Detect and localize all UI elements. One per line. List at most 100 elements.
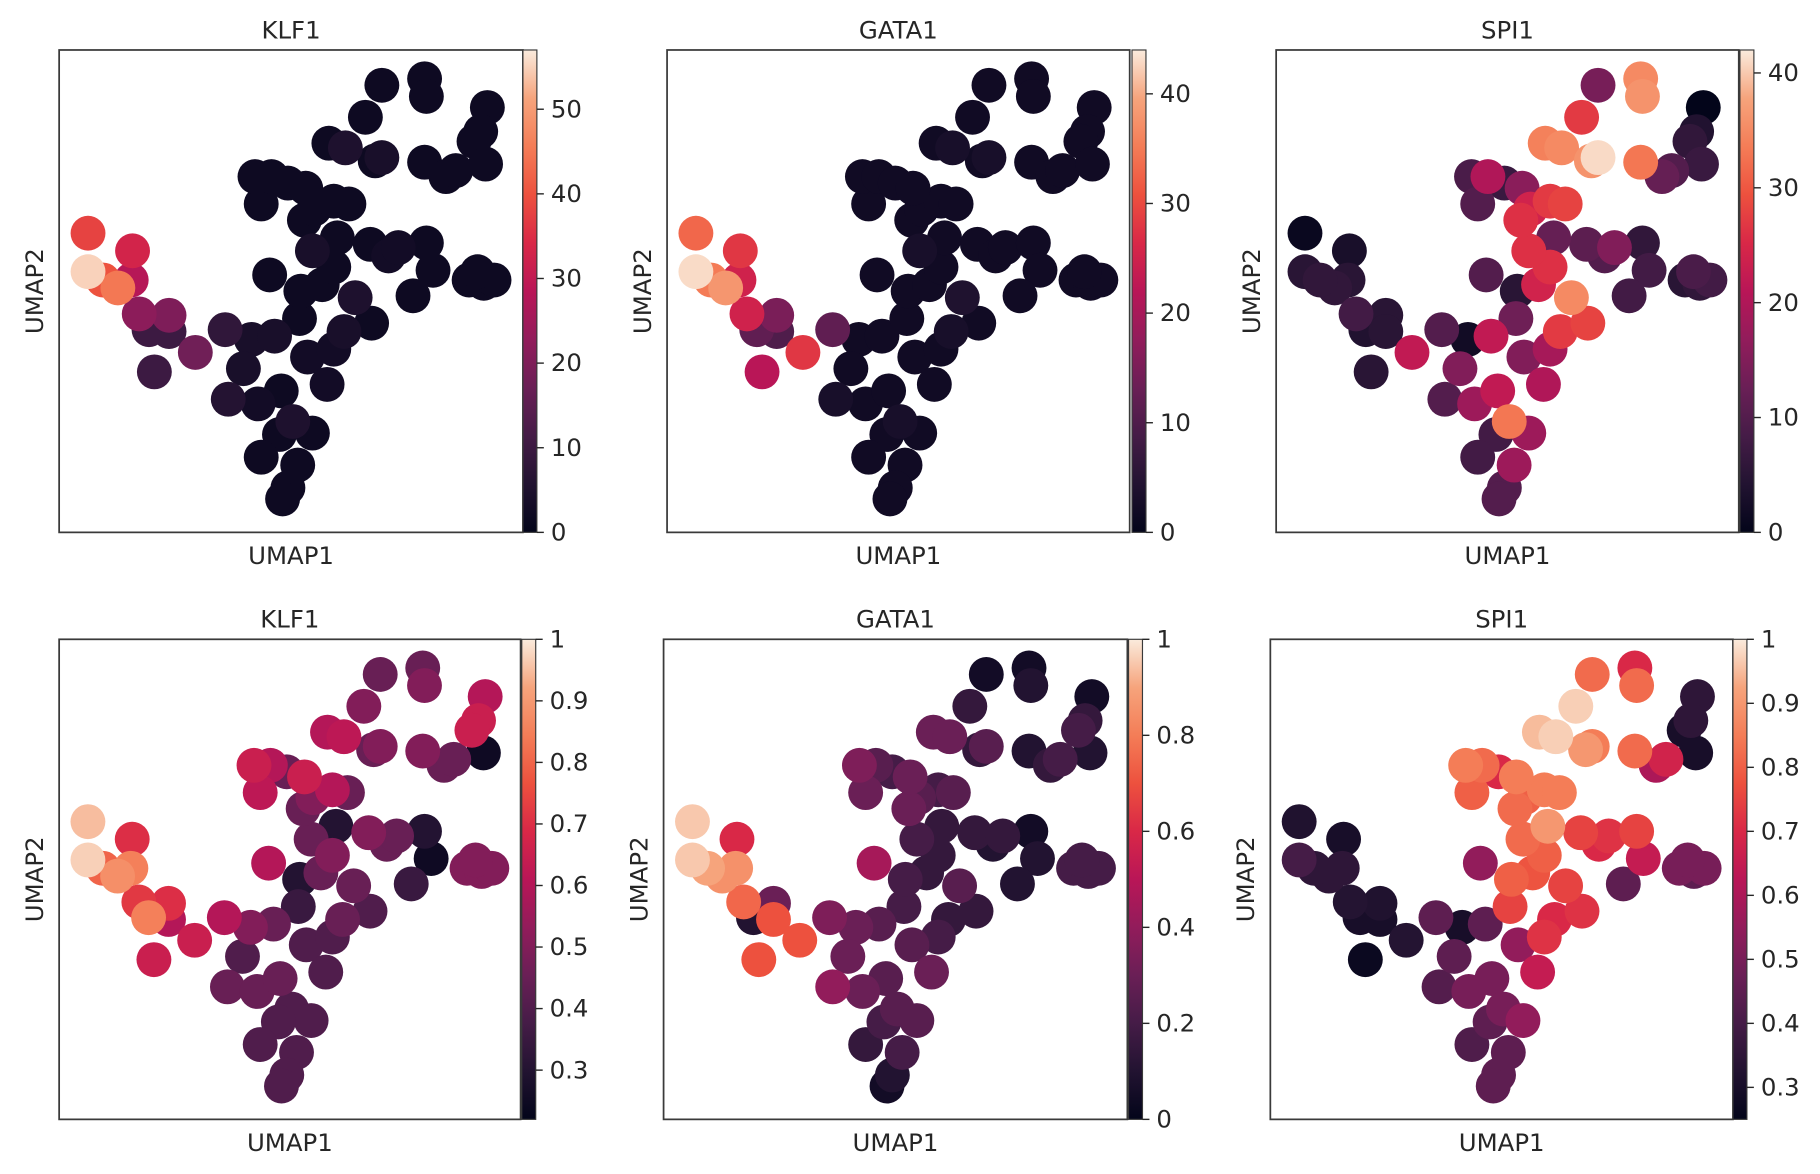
data-point bbox=[1066, 254, 1102, 290]
colorbar-tick-label: 40 bbox=[1160, 79, 1191, 108]
data-point bbox=[1427, 381, 1463, 417]
data-point bbox=[1497, 791, 1533, 827]
data-point bbox=[985, 818, 1021, 854]
data-point bbox=[337, 280, 373, 316]
data-point bbox=[1421, 969, 1457, 1005]
data-point bbox=[1520, 954, 1556, 990]
data-point bbox=[362, 729, 398, 764]
colorbar-tick-label: 10 bbox=[1768, 403, 1799, 432]
data-point bbox=[287, 759, 322, 795]
x-axis-label: UMAP1 bbox=[855, 541, 941, 570]
data-point bbox=[280, 889, 316, 924]
data-point bbox=[1000, 866, 1035, 902]
data-point bbox=[1331, 233, 1367, 269]
data-point bbox=[438, 153, 474, 189]
data-point bbox=[1326, 821, 1362, 857]
data-point bbox=[252, 257, 288, 293]
data-point bbox=[1564, 893, 1600, 929]
data-point bbox=[722, 233, 758, 269]
panel-title: KLF1 bbox=[261, 15, 320, 44]
data-point bbox=[1015, 225, 1051, 261]
colorbar-tick-label: 0.4 bbox=[550, 994, 589, 1023]
data-point bbox=[364, 140, 400, 176]
data-point bbox=[891, 791, 927, 827]
data-point bbox=[351, 815, 387, 851]
data-point bbox=[1541, 775, 1577, 811]
data-point bbox=[364, 67, 400, 103]
data-point bbox=[892, 759, 928, 795]
data-point bbox=[1500, 927, 1536, 963]
data-point bbox=[1481, 481, 1517, 517]
data-point bbox=[407, 668, 442, 703]
data-point bbox=[1547, 186, 1583, 222]
data-point bbox=[1553, 280, 1589, 316]
x-axis-label: UMAP1 bbox=[248, 541, 334, 570]
data-point bbox=[457, 842, 493, 878]
data-point bbox=[131, 900, 167, 936]
data-point bbox=[1611, 278, 1647, 314]
colorbar-tick-label: 0.7 bbox=[550, 809, 589, 838]
data-point bbox=[1569, 226, 1604, 262]
data-point bbox=[933, 314, 969, 349]
data-point bbox=[864, 318, 900, 354]
panel-title: SPI1 bbox=[1481, 15, 1534, 44]
umap-panel-3: 0 10 20 30 40 SPI1 UMAP1 UMAP2 bbox=[1237, 15, 1799, 569]
data-point bbox=[325, 902, 361, 937]
data-point bbox=[838, 909, 874, 945]
data-point bbox=[830, 938, 866, 974]
data-point bbox=[968, 657, 1004, 692]
data-point bbox=[242, 1027, 278, 1062]
data-point bbox=[1580, 67, 1616, 103]
data-point bbox=[288, 170, 324, 206]
data-point bbox=[859, 257, 895, 293]
data-point bbox=[362, 657, 398, 692]
data-point bbox=[151, 297, 187, 333]
data-point bbox=[968, 729, 1004, 764]
colorbar-tick-label: 0 bbox=[1156, 1105, 1172, 1134]
x-axis-label: UMAP1 bbox=[1459, 1128, 1545, 1157]
data-point bbox=[354, 305, 390, 341]
data-point bbox=[1670, 842, 1706, 878]
data-point bbox=[251, 845, 287, 881]
data-point bbox=[282, 301, 317, 336]
data-point bbox=[1597, 230, 1632, 266]
colorbar-tick-label: 0.2 bbox=[1156, 1008, 1195, 1037]
data-point bbox=[327, 130, 363, 166]
data-point bbox=[1015, 78, 1051, 114]
colorbar-tick-label: 0.3 bbox=[550, 1055, 589, 1084]
colorbar-tick-label: 40 bbox=[1768, 58, 1799, 87]
y-axis-label: UMAP2 bbox=[1237, 248, 1266, 334]
data-point bbox=[1558, 688, 1594, 724]
data-point bbox=[1013, 813, 1049, 849]
data-point bbox=[114, 821, 150, 857]
data-point bbox=[393, 866, 429, 902]
data-point bbox=[1548, 868, 1584, 904]
data-point bbox=[1475, 1068, 1511, 1104]
y-axis-label: UMAP2 bbox=[624, 836, 653, 922]
data-point bbox=[1619, 813, 1655, 849]
data-point bbox=[225, 938, 260, 974]
data-point bbox=[957, 815, 993, 851]
data-point bbox=[1013, 668, 1049, 703]
data-point bbox=[233, 909, 268, 945]
data-point bbox=[895, 170, 931, 206]
data-point bbox=[756, 902, 791, 937]
data-point bbox=[177, 922, 213, 958]
data-point bbox=[718, 850, 754, 886]
data-point bbox=[955, 99, 990, 135]
data-point bbox=[380, 230, 416, 266]
data-point bbox=[1418, 900, 1454, 936]
data-point bbox=[407, 813, 442, 849]
colorbar bbox=[522, 49, 538, 533]
data-point bbox=[815, 312, 851, 348]
data-point bbox=[1436, 938, 1472, 974]
data-point bbox=[1064, 842, 1100, 878]
data-point bbox=[1287, 215, 1323, 251]
data-point bbox=[1491, 404, 1527, 439]
data-point bbox=[958, 893, 994, 929]
colorbar-tick-label: 30 bbox=[1160, 189, 1191, 218]
data-point bbox=[851, 439, 887, 475]
y-axis-label: UMAP2 bbox=[20, 836, 49, 922]
data-point bbox=[887, 861, 923, 897]
data-point bbox=[1530, 808, 1566, 844]
